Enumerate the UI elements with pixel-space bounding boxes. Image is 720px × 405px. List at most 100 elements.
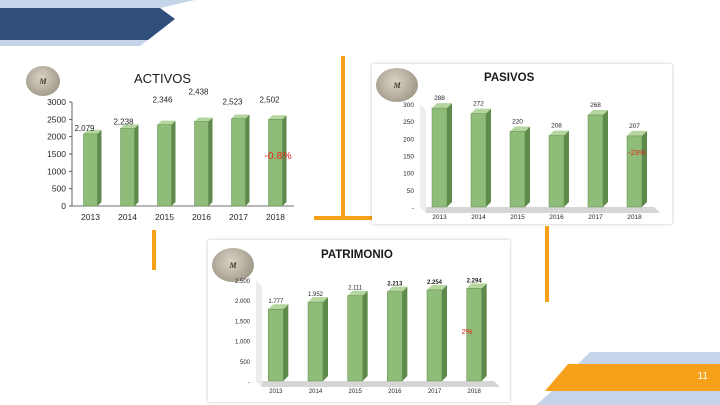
data-label: 268	[590, 102, 601, 109]
bar-side	[525, 126, 530, 207]
x-tick-label: 2014	[309, 389, 323, 395]
y-tick-label: -	[248, 380, 250, 386]
x-tick-label: 2014	[118, 212, 137, 222]
x-tick-label: 2017	[428, 389, 442, 395]
bar-top	[549, 130, 569, 136]
bar-top	[120, 124, 139, 129]
connector-line	[341, 56, 345, 220]
bar-face	[83, 133, 98, 207]
bar-side	[564, 130, 569, 207]
bar-top	[347, 290, 368, 296]
bar-top	[588, 109, 608, 115]
chart-title: PATRIMONIO	[321, 249, 393, 261]
x-tick-label: 2016	[549, 214, 564, 221]
data-label: 2,238	[113, 117, 134, 126]
bar-face	[466, 288, 482, 382]
data-label: 2,079	[74, 124, 95, 133]
bar	[470, 108, 491, 208]
bar-side	[486, 108, 491, 207]
change-annotation: -23%	[628, 148, 646, 157]
data-label: 2,346	[152, 96, 173, 105]
connector-line	[314, 216, 374, 220]
bar-face	[157, 124, 172, 207]
bar-side	[481, 283, 487, 381]
y-tick-label: 150	[403, 154, 414, 161]
bar-side	[447, 103, 452, 207]
bar	[466, 283, 487, 382]
bar	[157, 120, 176, 207]
x-tick-label: 2015	[510, 214, 525, 221]
activos-chart: ACTIVOS 0 500 1000 1500 2000 2500 3000 2,079 2013…	[47, 71, 294, 222]
bar-side	[245, 114, 250, 206]
logo-letter: M	[229, 260, 237, 270]
bar	[431, 103, 452, 208]
bar-side	[283, 304, 289, 381]
bar-face	[307, 301, 324, 382]
y-tick-label: 500	[52, 184, 66, 194]
x-tick-label: 2016	[192, 212, 211, 222]
bar-top	[471, 108, 491, 114]
chart-back-wall	[256, 280, 262, 387]
pasivos-chart: PASIVOS - 50 100 150 200 250 300 288 2013 272 2014 2…	[403, 72, 660, 221]
data-label: 2.254	[427, 280, 443, 286]
bar-side	[97, 129, 102, 206]
bar	[347, 290, 368, 382]
x-tick-label: 2014	[471, 214, 486, 221]
bar-face	[431, 107, 448, 208]
data-label: 2,523	[222, 98, 243, 107]
bar-face	[509, 131, 526, 208]
y-tick-label: 2.000	[235, 299, 251, 305]
y-tick-label: 200	[403, 136, 414, 143]
y-tick-label: 100	[403, 171, 414, 178]
data-label: 2.213	[387, 282, 403, 288]
bar-side	[642, 130, 647, 207]
bar	[83, 129, 102, 207]
bar-top	[387, 286, 408, 292]
page-number: 11	[697, 371, 708, 382]
bar-top	[194, 117, 213, 122]
bar-side	[603, 109, 608, 207]
data-label: 208	[551, 123, 562, 130]
company-logo-icon: M	[212, 248, 254, 282]
bar	[548, 130, 569, 208]
x-tick-label: 2016	[388, 389, 402, 395]
x-tick-label: 2013	[269, 389, 283, 395]
footer-band-light	[578, 352, 720, 364]
y-tick-label: 1.000	[235, 340, 251, 346]
y-tick-label: -	[412, 205, 414, 212]
footer-band-orange	[545, 364, 720, 391]
bar-face	[548, 135, 565, 208]
x-tick-label: 2018	[467, 389, 481, 395]
bar-top	[231, 114, 250, 119]
data-label: 2.294	[467, 278, 483, 284]
data-label: 1.952	[308, 292, 324, 298]
bar	[231, 114, 250, 207]
bar-top	[157, 120, 176, 125]
bar-face	[426, 289, 443, 382]
y-tick-label: 500	[240, 360, 251, 366]
bar-top	[308, 297, 328, 303]
logo-letter: M	[39, 77, 47, 87]
y-tick-label: 2.500	[235, 279, 251, 285]
data-label: 1.777	[268, 299, 284, 305]
bar-side	[208, 117, 213, 206]
chart-floor	[256, 381, 500, 387]
x-tick-label: 2017	[229, 212, 248, 222]
bar-face	[194, 121, 209, 207]
logo-letter: M	[393, 80, 401, 90]
x-tick-label: 2013	[81, 212, 100, 222]
data-label: 207	[629, 123, 640, 130]
y-tick-label: 1500	[47, 149, 66, 159]
bar	[387, 286, 408, 382]
bar-side	[402, 286, 408, 381]
bar-side	[134, 124, 139, 206]
bar	[194, 117, 213, 207]
bar-top	[268, 304, 289, 310]
bar-top	[432, 103, 452, 109]
x-tick-label: 2018	[266, 212, 285, 222]
bar	[587, 109, 608, 208]
y-tick-label: 300	[403, 102, 414, 109]
x-tick-label: 2013	[432, 214, 447, 221]
